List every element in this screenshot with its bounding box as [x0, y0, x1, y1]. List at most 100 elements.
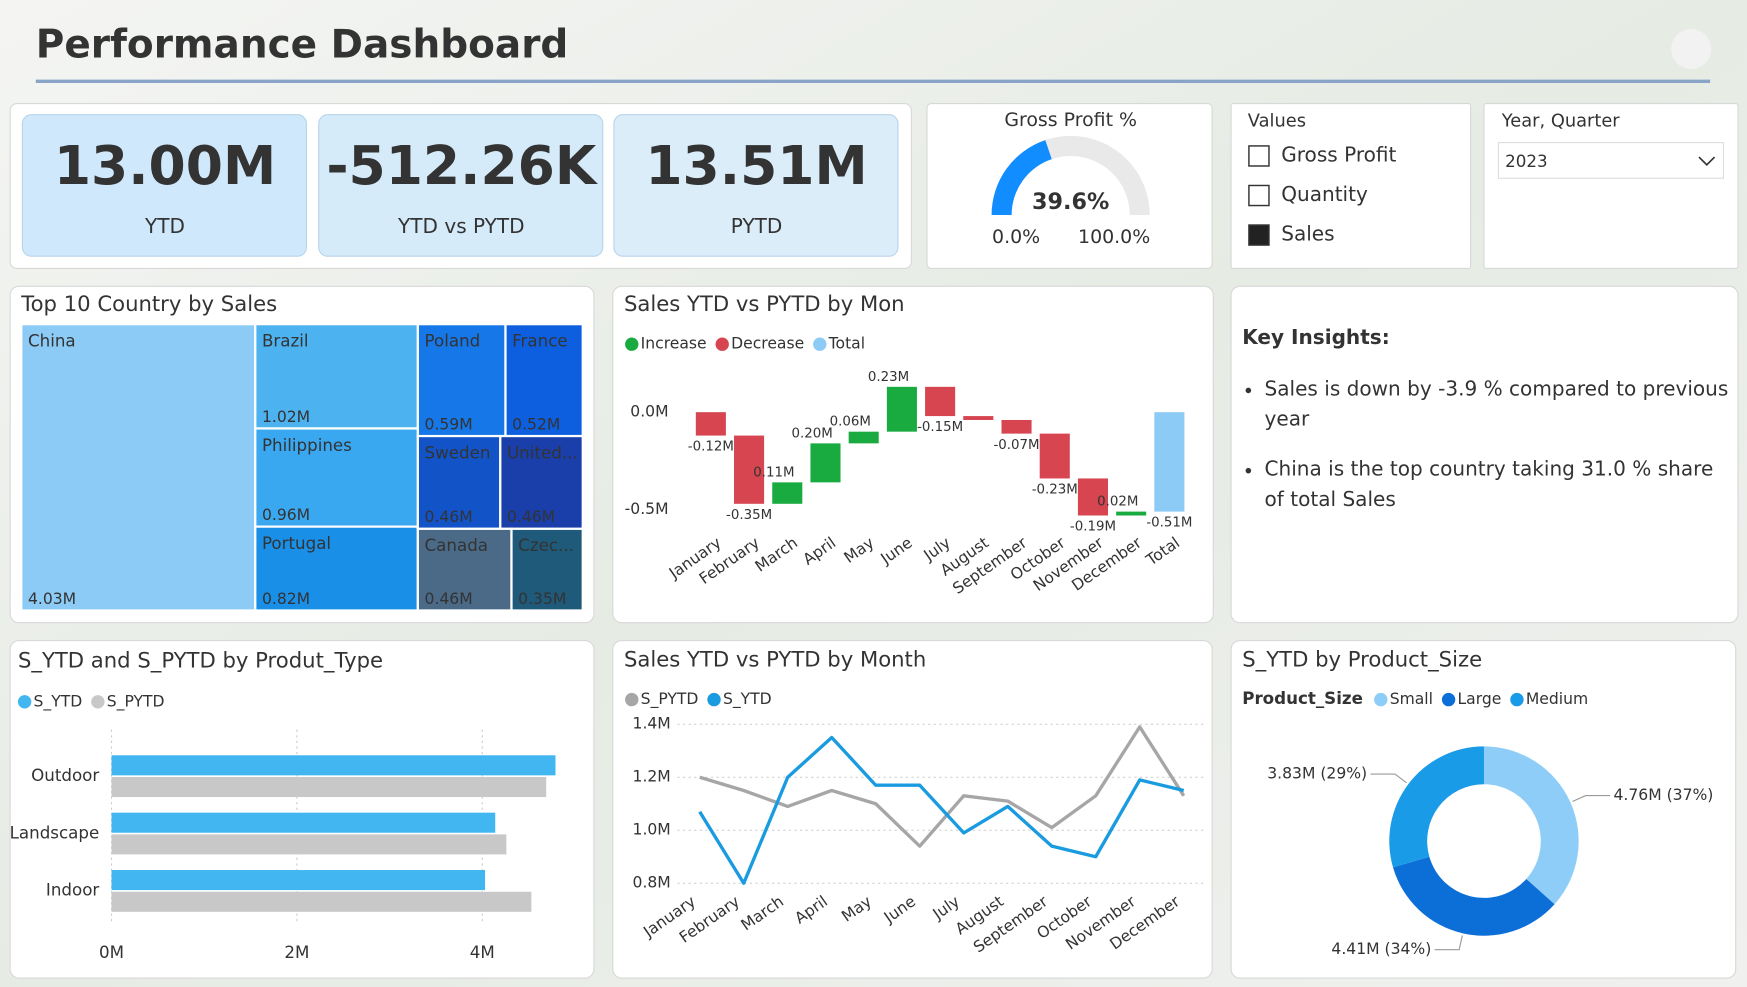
bar — [111, 755, 556, 776]
legend-label: Total — [828, 335, 865, 353]
checkbox[interactable] — [1248, 184, 1270, 207]
treemap-cell — [510, 527, 584, 612]
slicer-title: Values — [1248, 110, 1306, 131]
waterfall-bar — [695, 412, 726, 436]
leader-line — [1434, 935, 1463, 951]
treemap-cell — [499, 434, 584, 530]
insights-list: Sales is down by -3.9 % compared to prev… — [1242, 374, 1732, 514]
kpi-tile — [613, 114, 899, 257]
cell-label: Philippines — [262, 435, 352, 455]
data-label: -0.19M — [1070, 520, 1116, 535]
gauge-value: 39.6% — [1032, 189, 1109, 215]
bar-card — [9, 639, 595, 979]
kpi-label: YTD vs PYTD — [397, 214, 525, 238]
treemap-cell — [416, 434, 502, 530]
checkbox[interactable] — [1248, 145, 1270, 167]
kpi-label: PYTD — [731, 214, 783, 238]
legend-marker — [1441, 692, 1456, 707]
waterfall-bar — [734, 435, 765, 504]
data-label: -0.12M — [688, 440, 734, 455]
bar — [111, 777, 547, 798]
checkbox[interactable] — [1248, 224, 1270, 246]
kpi-value: 13.00M — [54, 134, 276, 197]
data-label: 0.11M — [753, 465, 794, 480]
treemap-cell — [416, 527, 513, 612]
cell-label: United... — [507, 442, 578, 462]
y-tick-label: Outdoor — [31, 765, 99, 785]
insight-bullet: China is the top country taking 31.0 % s… — [1265, 455, 1733, 515]
data-label: -0.07M — [993, 438, 1039, 453]
insights-title: Key Insights: — [1242, 325, 1390, 349]
insights-card — [1230, 285, 1739, 624]
data-label: -0.15M — [917, 420, 963, 435]
waterfall-bar — [1116, 511, 1147, 516]
leader-line — [1370, 773, 1407, 784]
dropdown-value: 2023 — [1505, 151, 1547, 171]
x-tick-label: 0M — [99, 942, 124, 962]
waterfall-card — [612, 285, 1214, 624]
data-label: -0.35M — [726, 508, 772, 523]
cell-label: Czec... — [518, 535, 574, 555]
data-label: 0.02M — [1097, 495, 1138, 510]
insights-body: Sales is down by -3.9 % compared to prev… — [1242, 374, 1732, 614]
x-tick-label: 4M — [470, 942, 495, 962]
cell-value: 0.46M — [507, 508, 555, 526]
focus-button[interactable] — [1671, 28, 1712, 70]
y-tick-label: 1.2M — [633, 768, 671, 786]
insight-bullet: Sales is down by -3.9 % compared to prev… — [1265, 374, 1733, 434]
cell-label: Sweden — [425, 442, 491, 462]
cell-label: Portugal — [262, 533, 331, 553]
cell-value: 0.96M — [262, 506, 310, 524]
treemap-cell — [20, 323, 257, 612]
legend-marker — [625, 337, 639, 351]
cell-value: 0.82M — [262, 590, 310, 608]
data-label: 3.83M (29%) — [1267, 765, 1367, 783]
y-tick-label: 0.8M — [633, 874, 671, 892]
chart-title: S_YTD by Product_Size — [1242, 647, 1482, 672]
legend-marker — [1510, 692, 1524, 707]
waterfall-bar — [1001, 419, 1032, 434]
cell-value: 0.59M — [425, 415, 473, 433]
bar — [111, 870, 486, 891]
treemap-cell — [254, 525, 419, 612]
cell-value: 0.35M — [518, 590, 566, 608]
data-label: -0.23M — [1032, 483, 1078, 498]
legend-marker — [707, 692, 721, 707]
checkbox-label: Gross Profit — [1281, 142, 1396, 166]
cell-value: 0.46M — [425, 590, 473, 608]
line-series — [698, 735, 1185, 885]
legend-marker — [813, 337, 827, 351]
y-tick-label: 1.0M — [633, 821, 671, 839]
gauge-card — [926, 103, 1213, 270]
kpi-label: YTD — [144, 214, 185, 238]
x-tick-label: 2M — [284, 942, 309, 962]
gauge-fill — [991, 140, 1052, 216]
page-title: Performance Dashboard — [36, 22, 569, 67]
legend-label: Increase — [641, 335, 707, 353]
chart-title: S_YTD and S_PYTD by Produt_Type — [18, 648, 383, 673]
dropdown-arrow[interactable] — [1698, 156, 1716, 167]
data-label: 4.76M (37%) — [1614, 786, 1714, 804]
legend-label: Small — [1390, 690, 1433, 708]
kpi-tile — [318, 114, 604, 257]
dropdown[interactable] — [1497, 142, 1725, 179]
chart-title: Gross Profit % — [1004, 109, 1137, 131]
y-tick-label: 1.4M — [633, 715, 671, 733]
waterfall-bar — [810, 443, 841, 483]
legend-label: S_YTD — [34, 692, 83, 711]
donut-slice — [1483, 746, 1579, 905]
legend-marker — [1374, 692, 1388, 707]
legend-label: S_YTD — [723, 690, 772, 709]
gauge-min: 0.0% — [992, 226, 1040, 248]
waterfall-bar — [1039, 433, 1070, 479]
kpi-tile — [21, 114, 308, 257]
legend-marker — [625, 692, 639, 707]
treemap-cell — [254, 427, 419, 528]
cell-value: 0.46M — [425, 508, 473, 526]
waterfall-bar — [963, 416, 994, 420]
legend-label: Large — [1457, 690, 1501, 708]
cell-label: China — [28, 330, 76, 350]
cell-value: 0.52M — [512, 415, 560, 433]
